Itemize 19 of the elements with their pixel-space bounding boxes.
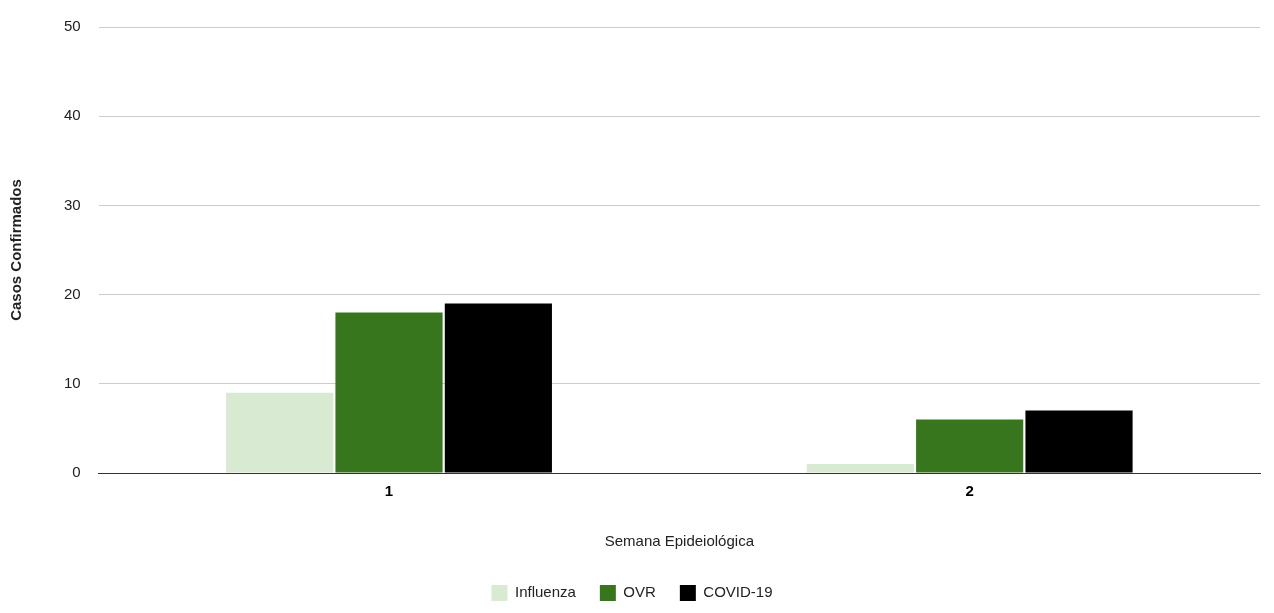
- y-tick-label: 50: [64, 17, 81, 35]
- bar: [916, 419, 1024, 473]
- bar: [226, 392, 334, 473]
- y-tick-label: 30: [64, 195, 81, 213]
- bar: [444, 303, 552, 473]
- y-tick-label: 40: [64, 106, 81, 124]
- x-axis-title: Semana Epideiológica: [604, 532, 755, 550]
- y-tick-label: 0: [72, 463, 81, 481]
- bar: [1025, 410, 1133, 473]
- legend-label: OVR: [623, 583, 657, 601]
- bar: [335, 312, 443, 473]
- y-tick-label: 20: [64, 284, 81, 302]
- legend-label: Influenza: [514, 583, 577, 601]
- bar: [806, 464, 914, 473]
- y-axis-title: Casos Confirmados: [7, 179, 25, 321]
- y-tick-label: 10: [64, 373, 81, 391]
- x-tick-label: 1: [384, 482, 394, 500]
- legend-label: COVID-19: [703, 583, 773, 601]
- x-tick-label: 2: [965, 482, 974, 500]
